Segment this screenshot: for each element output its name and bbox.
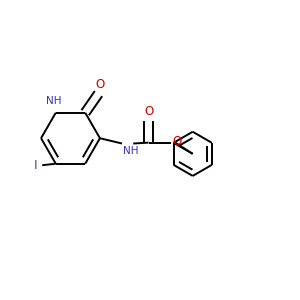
- Text: O: O: [145, 105, 154, 118]
- Text: O: O: [95, 78, 105, 91]
- Text: O: O: [172, 135, 181, 148]
- Text: I: I: [34, 159, 38, 172]
- Text: NH: NH: [123, 146, 139, 156]
- Text: NH: NH: [46, 96, 61, 106]
